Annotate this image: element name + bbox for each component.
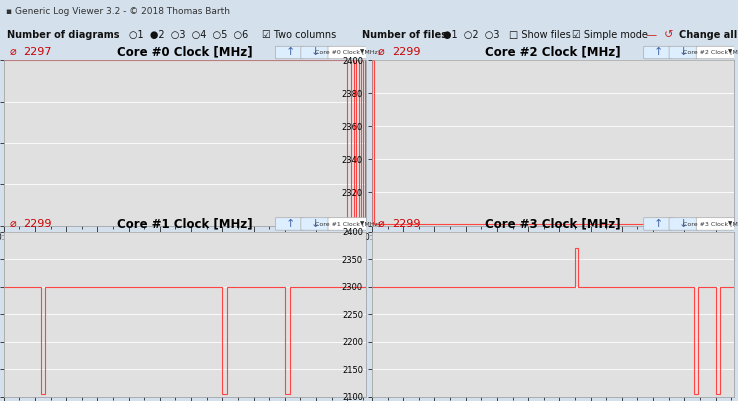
FancyBboxPatch shape — [644, 218, 673, 230]
Text: ↓: ↓ — [679, 47, 689, 57]
Text: ☑ Two columns: ☑ Two columns — [262, 30, 337, 40]
Text: ⌀: ⌀ — [9, 219, 16, 229]
Text: 2297: 2297 — [24, 47, 52, 57]
FancyBboxPatch shape — [696, 218, 735, 230]
Text: Core #0 Clock [MHz]: Core #0 Clock [MHz] — [314, 50, 380, 55]
Text: ▪ Generic Log Viewer 3.2 - © 2018 Thomas Barth: ▪ Generic Log Viewer 3.2 - © 2018 Thomas… — [6, 6, 230, 16]
Text: ▼: ▼ — [728, 50, 732, 55]
Text: ○1  ●2  ○3  ○4  ○5  ○6: ○1 ●2 ○3 ○4 ○5 ○6 — [129, 30, 249, 40]
Text: ↓: ↓ — [311, 219, 320, 229]
Text: ☑ Simple mode: ☑ Simple mode — [572, 30, 648, 40]
Text: ⌀: ⌀ — [377, 219, 384, 229]
Text: ⌀: ⌀ — [9, 47, 16, 57]
Text: Change all: Change all — [679, 30, 737, 40]
FancyBboxPatch shape — [669, 46, 698, 59]
Text: Core #2 Clock [MHz]: Core #2 Clock [MHz] — [683, 50, 738, 55]
Text: ▼: ▼ — [359, 221, 364, 226]
Text: Core #3 Clock [MHz]: Core #3 Clock [MHz] — [486, 217, 621, 230]
Text: Core #0 Clock [MHz]: Core #0 Clock [MHz] — [117, 46, 252, 59]
Text: ▼: ▼ — [728, 221, 732, 226]
Text: ↑: ↑ — [286, 219, 294, 229]
Text: Number of files: Number of files — [362, 30, 446, 40]
Text: 2299: 2299 — [392, 219, 421, 229]
Text: Core #1 Clock [MHz]: Core #1 Clock [MHz] — [117, 217, 252, 230]
Text: ●1  ○2  ○3: ●1 ○2 ○3 — [443, 30, 500, 40]
Text: ↓: ↓ — [311, 47, 320, 57]
Text: Number of diagrams: Number of diagrams — [7, 30, 120, 40]
Text: Core #1 Clock [MHz]: Core #1 Clock [MHz] — [314, 221, 380, 226]
Text: ↑: ↑ — [654, 47, 663, 57]
Text: —  ↺: — ↺ — [646, 30, 673, 40]
Text: ↑: ↑ — [286, 47, 294, 57]
Text: ↓: ↓ — [679, 219, 689, 229]
FancyBboxPatch shape — [275, 46, 305, 59]
Text: 2299: 2299 — [392, 47, 421, 57]
FancyBboxPatch shape — [696, 46, 735, 59]
Text: Core #2 Clock [MHz]: Core #2 Clock [MHz] — [486, 46, 621, 59]
FancyBboxPatch shape — [275, 218, 305, 230]
FancyBboxPatch shape — [328, 46, 367, 59]
FancyBboxPatch shape — [669, 218, 698, 230]
Text: □ Show files: □ Show files — [509, 30, 571, 40]
Text: ⌀: ⌀ — [377, 47, 384, 57]
FancyBboxPatch shape — [301, 46, 330, 59]
FancyBboxPatch shape — [644, 46, 673, 59]
Text: ▼: ▼ — [359, 50, 364, 55]
Text: Core #3 Clock [MHz]: Core #3 Clock [MHz] — [683, 221, 738, 226]
FancyBboxPatch shape — [301, 218, 330, 230]
FancyBboxPatch shape — [328, 218, 367, 230]
Text: 2299: 2299 — [24, 219, 52, 229]
Text: ↑: ↑ — [654, 219, 663, 229]
